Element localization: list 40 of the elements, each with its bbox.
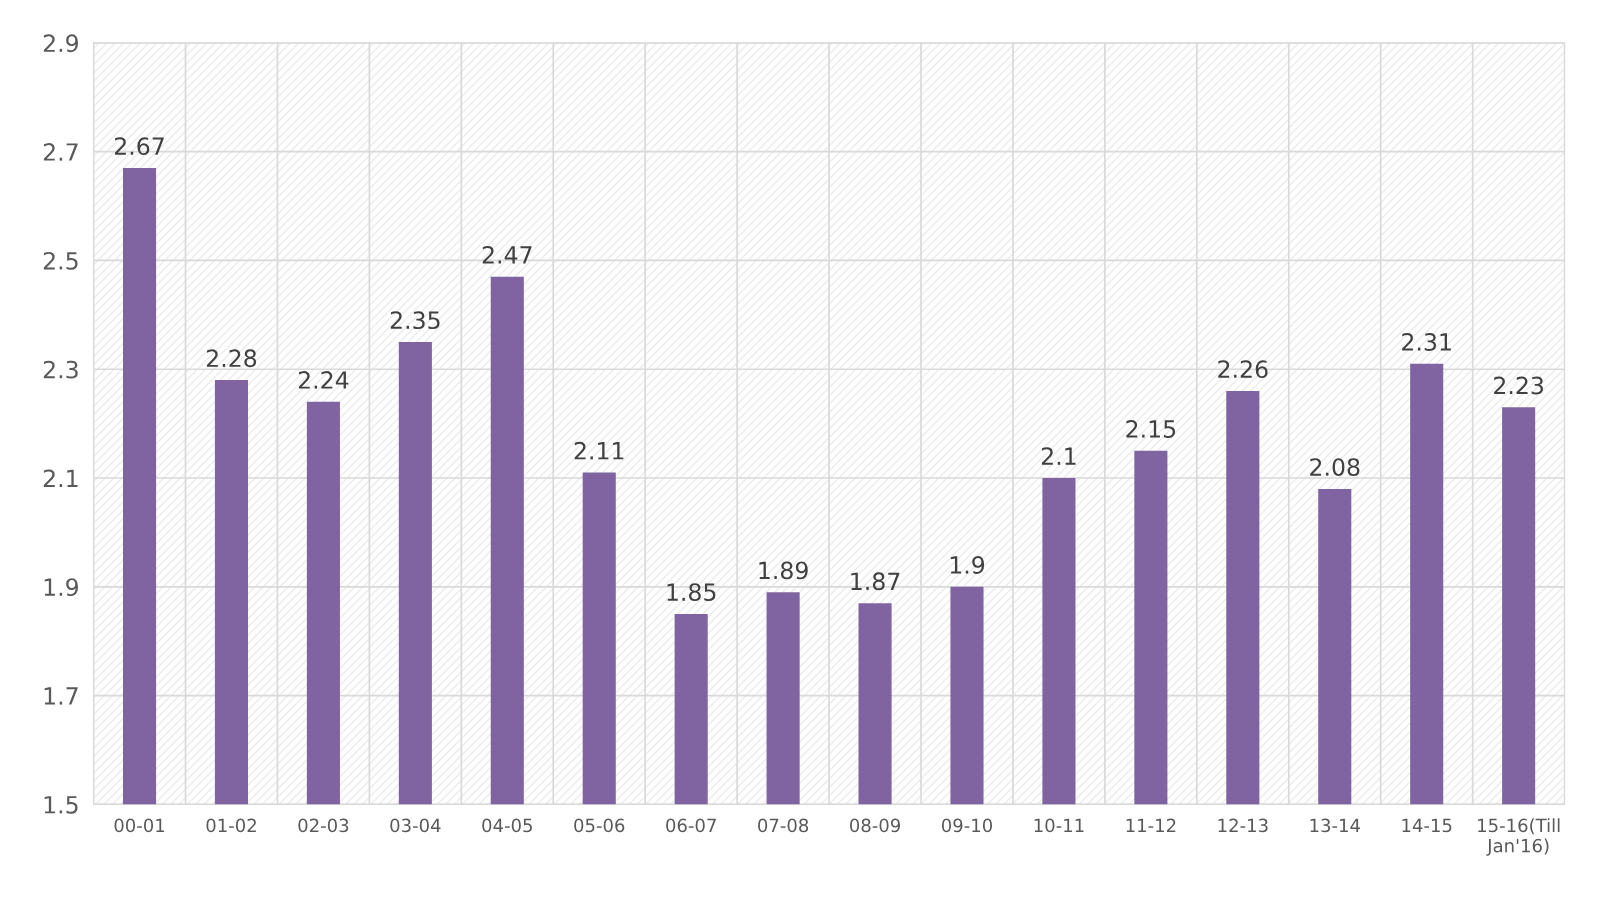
x-tick-label: 00-01 [114, 818, 165, 833]
y-tick-label: 2.3 [43, 360, 78, 379]
x-tick-label: 04-05 [482, 818, 532, 833]
x-tick-label: 01-02 [206, 818, 256, 833]
y-tick-label: 2.7 [43, 143, 78, 161]
data-label: 2.24 [298, 371, 349, 389]
y-tick-label: 2.5 [43, 251, 78, 270]
data-label: 2.26 [1218, 360, 1268, 379]
data-label: 1.87 [851, 572, 900, 591]
data-label: 2.31 [1402, 333, 1451, 351]
data-label: 2.11 [574, 441, 624, 460]
data-label: 2.23 [1494, 376, 1544, 395]
x-tick-label: 12-13 [1218, 818, 1268, 833]
data-label: 1.9 [950, 556, 985, 574]
y-tick-label: 1.5 [44, 796, 78, 814]
data-label: 2.15 [1126, 420, 1176, 438]
y-tick-label: 1.7 [44, 687, 78, 705]
x-tick-label: 13-14 [1310, 818, 1360, 833]
x-tick-label: 06-07 [666, 818, 716, 833]
x-tick-label: 08-09 [850, 818, 901, 833]
data-label: 2.47 [482, 245, 532, 264]
data-label: 1.85 [667, 583, 716, 602]
data-label: 1.89 [759, 561, 808, 580]
x-tick-label: 03-04 [390, 818, 441, 833]
x-tick-label: 09-10 [941, 818, 993, 833]
x-tick-label: 14-15 [1402, 818, 1452, 833]
x-tick-label: 11-12 [1126, 818, 1176, 832]
y-tick-label: 2.9 [43, 34, 79, 53]
data-label: 2.1 [1041, 447, 1076, 465]
data-label: 2.35 [390, 311, 440, 330]
x-tick-label: 15-16(Till Jan'16) [1478, 818, 1560, 856]
data-label: 2.08 [1310, 458, 1360, 476]
x-tick-label: 02-03 [298, 818, 349, 833]
x-tick-label: 05-06 [574, 818, 625, 833]
y-tick-label: 2.1 [43, 469, 78, 487]
y-tick-label: 1.9 [44, 578, 79, 597]
data-label: 2.67 [114, 137, 164, 156]
x-tick-label: 10-11 [1034, 818, 1084, 833]
x-tick-label: 07-08 [758, 818, 809, 833]
data-label: 2.28 [206, 349, 257, 368]
